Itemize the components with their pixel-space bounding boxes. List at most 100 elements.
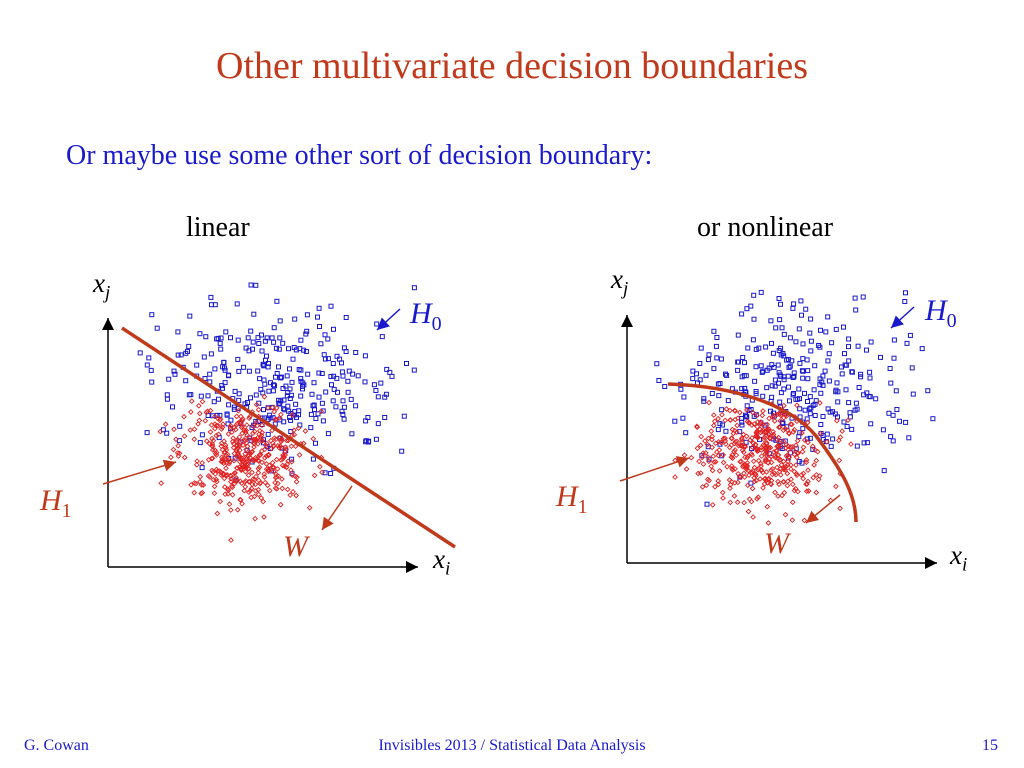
h0-point: [779, 325, 785, 331]
h1-point: [727, 481, 734, 488]
h1-point: [261, 455, 268, 461]
h1-point: [766, 415, 772, 422]
h1-point: [809, 443, 816, 450]
h1-point: [226, 460, 232, 467]
h1-point: [248, 485, 255, 492]
h0-point: [683, 430, 689, 436]
h1-point: [212, 421, 218, 427]
h0-point: [825, 406, 831, 412]
h0-point: [887, 366, 893, 371]
h1-point: [799, 448, 806, 455]
nonlinear-boundary: [667, 382, 858, 523]
h1-point: [732, 416, 739, 423]
h0-point: [334, 353, 340, 359]
h1-point: [724, 463, 730, 470]
h0-point: [793, 339, 799, 345]
h0-point: [284, 393, 290, 399]
h0-point: [909, 365, 915, 371]
h0-point: [854, 406, 860, 412]
h1-point: [735, 470, 741, 477]
h0-point: [264, 353, 269, 359]
h1-point: [292, 443, 299, 450]
h1-point: [218, 454, 225, 461]
h0-point: [310, 403, 316, 409]
h0-point: [215, 335, 221, 341]
h1-point: [234, 437, 240, 444]
h1-point: [761, 434, 768, 441]
h0-point: [864, 347, 869, 353]
h0-point: [277, 318, 283, 324]
right-h1-label: H1: [556, 480, 588, 518]
h0-point: [235, 406, 241, 412]
h1-point: [233, 438, 240, 445]
h1-point: [251, 428, 258, 435]
h1-point: [232, 426, 239, 433]
h1-point: [732, 438, 739, 445]
h0-point: [791, 370, 797, 376]
h0-point: [919, 346, 925, 352]
h1-point: [813, 457, 820, 464]
h0-point: [251, 311, 257, 317]
h0-point: [715, 381, 721, 387]
h1-point: [776, 457, 783, 464]
h0-point: [790, 305, 796, 311]
h1-point: [238, 466, 244, 473]
h1-point: [288, 443, 295, 450]
h1-point: [271, 408, 278, 415]
h0-point: [325, 356, 331, 362]
h1-point: [288, 467, 294, 473]
h0-point: [907, 332, 913, 338]
h1-point: [775, 452, 782, 459]
h1-point: [706, 477, 712, 484]
h0-point: [759, 369, 765, 375]
h0-point: [743, 412, 748, 418]
h0-point: [366, 438, 372, 444]
h1-point: [256, 431, 262, 438]
left-scatter-points: [137, 282, 417, 544]
h1-point: [778, 462, 785, 468]
h1-point: [249, 449, 255, 456]
h0-point: [216, 396, 221, 402]
panel-label-nonlinear: or nonlinear: [697, 212, 834, 243]
h0-point: [164, 430, 170, 436]
h1-point: [200, 482, 207, 488]
h1-point: [780, 438, 787, 444]
h0-point: [212, 302, 218, 308]
h1-point: [239, 500, 245, 507]
h1-point: [782, 467, 789, 473]
left-h0-label: H0: [410, 297, 442, 335]
h1-point: [755, 466, 761, 473]
h1-point: [704, 454, 711, 460]
h0-point: [224, 411, 230, 417]
h0-point: [317, 324, 322, 329]
h1-point: [786, 430, 792, 436]
h1-point: [801, 517, 808, 524]
h0-point: [343, 315, 349, 320]
h0-point: [743, 414, 749, 419]
h1-point: [769, 414, 776, 420]
h0-point: [261, 407, 266, 413]
h0-point: [828, 443, 834, 449]
h1-point: [272, 479, 278, 486]
h0-point: [208, 351, 214, 357]
h0-point: [379, 334, 385, 340]
h1-point: [762, 475, 769, 482]
h0-point: [316, 370, 322, 376]
h1-point: [709, 467, 716, 474]
h0-point: [164, 392, 170, 398]
h0-point: [829, 340, 835, 346]
h1-point: [767, 444, 774, 451]
h0-point: [751, 316, 757, 322]
h0-point: [260, 390, 266, 396]
h1-point: [280, 452, 286, 459]
h0-point: [296, 408, 302, 414]
h0-point: [893, 388, 899, 394]
h1-point: [293, 492, 300, 499]
h1-point: [729, 455, 736, 462]
h1-point: [229, 438, 236, 445]
h0-point: [177, 423, 183, 429]
h1-point: [162, 421, 169, 428]
h0-point: [841, 419, 847, 425]
h1-point: [754, 433, 760, 439]
h0-point: [183, 350, 189, 356]
